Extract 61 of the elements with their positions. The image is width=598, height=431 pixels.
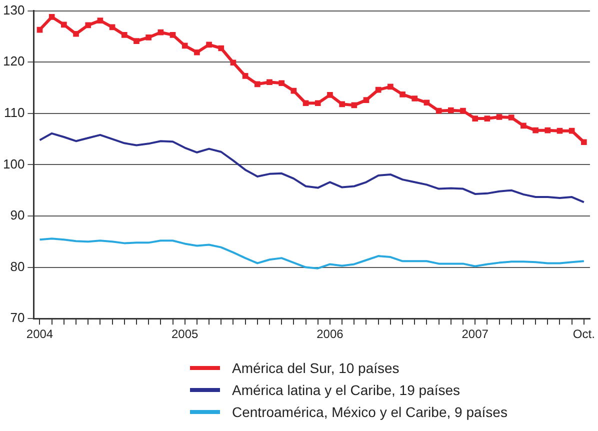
point xyxy=(460,108,466,114)
x-tick-label: Oct. xyxy=(572,327,595,342)
x-tick-label: 2007 xyxy=(462,327,489,342)
point xyxy=(73,30,79,37)
y-tick-label: 120 xyxy=(2,54,25,69)
point xyxy=(544,127,551,134)
point xyxy=(121,32,128,38)
legend-label: América latina y el Caribe, 19 países xyxy=(232,382,460,398)
y-tick-label: 130 xyxy=(2,2,25,18)
point xyxy=(351,102,358,108)
y-tick-label: 80 xyxy=(10,258,25,274)
point xyxy=(146,34,152,40)
point xyxy=(302,100,309,106)
x-tick-label: 2005 xyxy=(172,327,199,342)
point xyxy=(375,86,382,93)
point xyxy=(448,107,454,114)
point xyxy=(327,92,333,98)
point xyxy=(436,108,442,114)
point xyxy=(568,128,575,134)
legend-label: Centroamérica, México y el Caribe, 9 países xyxy=(232,404,508,420)
point xyxy=(242,73,248,79)
point xyxy=(194,49,200,56)
point xyxy=(170,32,176,38)
point xyxy=(484,116,490,122)
point xyxy=(48,14,55,20)
point xyxy=(218,45,224,52)
y-tick-label: 70 xyxy=(10,310,25,326)
point xyxy=(266,79,272,86)
point xyxy=(314,100,321,106)
point xyxy=(508,114,514,120)
point xyxy=(278,80,285,86)
x-tick-label: 2004 xyxy=(26,327,54,342)
point xyxy=(158,29,164,36)
point xyxy=(254,81,260,88)
point xyxy=(85,22,92,28)
legend-label: América del Sur, 10 países xyxy=(232,360,400,376)
y-tick-label: 110 xyxy=(4,104,25,120)
point xyxy=(412,96,418,102)
point xyxy=(290,88,297,94)
point xyxy=(532,127,538,134)
point xyxy=(134,38,140,44)
point xyxy=(472,116,478,122)
point xyxy=(230,60,236,66)
point xyxy=(206,42,212,48)
point xyxy=(520,122,526,129)
point xyxy=(581,139,587,146)
point xyxy=(400,92,406,98)
point xyxy=(556,128,563,134)
point xyxy=(97,18,104,24)
point xyxy=(109,24,116,30)
point xyxy=(388,84,394,90)
point xyxy=(61,22,67,28)
y-tick-label: 100 xyxy=(2,156,25,172)
point xyxy=(424,100,430,106)
point xyxy=(363,97,370,103)
y-tick-label: 90 xyxy=(10,208,25,223)
point xyxy=(496,114,502,120)
x-tick-label: 2006 xyxy=(316,327,344,342)
point xyxy=(339,101,345,108)
point xyxy=(182,42,188,49)
point xyxy=(36,26,43,33)
